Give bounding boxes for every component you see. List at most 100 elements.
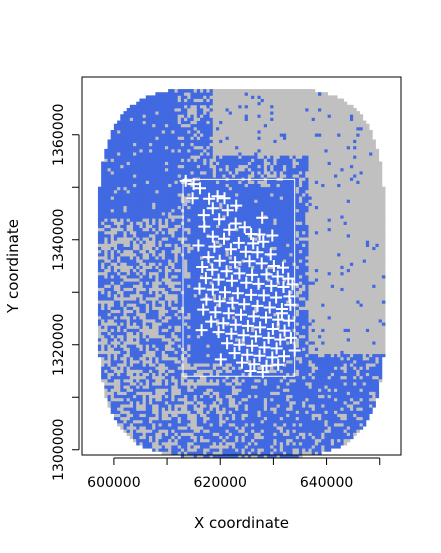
raster-cell — [212, 369, 217, 373]
raster-cell — [171, 284, 175, 288]
raster-cell — [177, 89, 182, 93]
raster-cell — [148, 237, 153, 241]
raster-cell — [110, 410, 115, 414]
raster-cell — [222, 136, 226, 140]
raster-cell — [152, 268, 156, 273]
raster-cell — [136, 419, 140, 424]
raster-cell — [219, 410, 223, 414]
raster-cell — [219, 296, 223, 301]
raster-cell — [152, 133, 156, 137]
raster-cell — [187, 435, 191, 440]
raster-cell — [120, 363, 124, 367]
raster-cell — [225, 413, 230, 418]
raster-cell — [235, 161, 239, 166]
raster-cell — [142, 363, 147, 367]
raster-cell — [184, 224, 188, 229]
raster-cell — [187, 315, 191, 320]
raster-cell — [117, 123, 121, 128]
raster-cell — [219, 422, 223, 427]
raster-cell — [190, 227, 195, 232]
raster-cell — [171, 341, 175, 345]
raster-cell — [190, 155, 195, 159]
raster-cell — [187, 104, 191, 109]
raster-cell — [187, 259, 191, 263]
raster-cell — [196, 454, 201, 459]
raster-cell — [196, 183, 201, 188]
raster-cell — [190, 139, 195, 144]
raster-cell — [142, 249, 147, 254]
raster-cell — [193, 394, 198, 399]
raster-cell — [228, 413, 233, 418]
raster-cell — [231, 208, 236, 213]
raster-cell — [196, 391, 201, 396]
raster-cell — [158, 98, 163, 103]
raster-cell — [225, 202, 230, 207]
raster-cell — [184, 391, 188, 396]
raster-cell — [145, 303, 150, 307]
raster-cell — [222, 123, 226, 128]
raster-cell — [152, 438, 156, 443]
raster-cell — [110, 325, 115, 329]
raster-cell — [215, 152, 220, 156]
raster-cell — [123, 148, 128, 153]
raster-cell — [200, 130, 204, 134]
raster-cell — [212, 256, 217, 260]
raster-cell — [184, 429, 188, 433]
raster-cell — [184, 337, 188, 342]
raster-cell — [113, 274, 118, 279]
raster-cell — [120, 404, 124, 408]
raster-cell — [139, 315, 144, 320]
raster-cell — [171, 435, 175, 440]
raster-cell — [136, 372, 140, 377]
raster-cell — [190, 130, 195, 134]
raster-cell — [180, 375, 185, 380]
raster-cell — [241, 325, 246, 329]
raster-cell — [212, 170, 217, 175]
raster-cell — [117, 215, 121, 219]
raster-cell — [101, 237, 105, 241]
raster-cell — [200, 196, 204, 200]
raster-cell — [101, 293, 105, 298]
raster-cell — [155, 111, 159, 115]
raster-cell — [187, 193, 191, 197]
raster-cell — [184, 300, 188, 304]
raster-cell — [145, 186, 150, 191]
raster-cell — [97, 224, 102, 229]
raster-cell — [168, 240, 172, 244]
raster-cell — [126, 152, 131, 156]
raster-cell — [148, 161, 153, 166]
raster-cell — [180, 139, 185, 144]
raster-cell — [209, 237, 214, 241]
raster-cell — [139, 359, 144, 364]
raster-cell — [136, 432, 140, 436]
raster-cell — [161, 233, 166, 238]
raster-cell — [235, 101, 239, 106]
raster-cell — [200, 448, 204, 452]
raster-cell — [133, 155, 137, 159]
raster-cell — [187, 445, 191, 449]
raster-cell — [184, 101, 188, 106]
raster-cell — [145, 252, 150, 257]
raster-cell — [104, 325, 108, 329]
raster-cell — [222, 271, 226, 276]
raster-cell — [110, 233, 115, 238]
raster-cell — [155, 230, 159, 235]
raster-cell — [219, 287, 223, 292]
raster-cell — [184, 98, 188, 103]
raster-cell — [129, 293, 134, 298]
raster-cell — [219, 98, 223, 103]
raster-cell — [136, 363, 140, 367]
raster-cell — [107, 167, 112, 172]
raster-cell — [184, 375, 188, 380]
raster-cell — [238, 211, 242, 216]
raster-cell — [136, 120, 140, 125]
raster-cell — [215, 155, 220, 159]
raster-cell — [238, 117, 242, 121]
raster-cell — [145, 117, 150, 121]
raster-cell — [231, 215, 236, 219]
raster-cell — [238, 385, 242, 389]
raster-cell — [209, 347, 214, 351]
raster-cell — [200, 413, 204, 418]
raster-cell — [177, 208, 182, 213]
raster-cell — [200, 170, 204, 175]
